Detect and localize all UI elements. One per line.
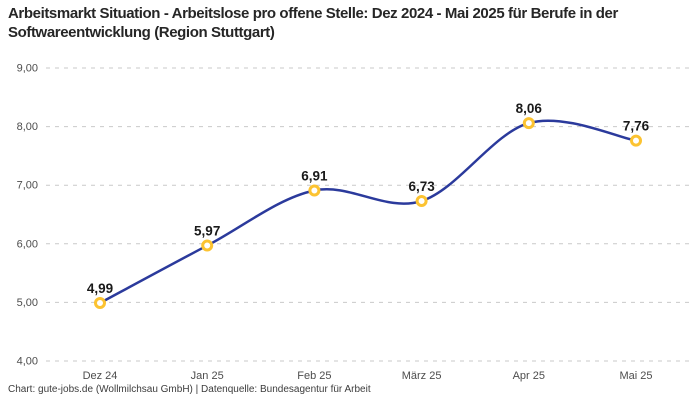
data-point-label: 6,91	[301, 168, 328, 183]
y-tick-label: 9,00	[17, 63, 38, 75]
data-point-marker	[308, 184, 321, 197]
data-point-marker	[415, 195, 428, 208]
x-tick-label: Mai 25	[619, 370, 652, 382]
data-point-marker	[522, 117, 535, 130]
x-tick-label: Dez 24	[83, 370, 118, 382]
y-tick-label: 8,00	[17, 121, 38, 133]
data-point-label: 7,76	[623, 119, 650, 134]
data-point-label: 4,99	[87, 281, 113, 296]
y-tick-label: 6,00	[17, 238, 38, 250]
x-tick-label: Jan 25	[191, 370, 224, 382]
x-tick-label: März 25	[402, 370, 442, 382]
chart-title: Arbeitsmarkt Situation - Arbeitslose pro…	[8, 5, 618, 42]
y-tick-label: 4,00	[17, 356, 38, 368]
data-point-label: 6,73	[408, 179, 435, 194]
y-tick-label: 7,00	[17, 180, 38, 192]
x-tick-label: Feb 25	[297, 370, 331, 382]
data-point-label: 8,06	[516, 101, 543, 116]
x-tick-label: Apr 25	[513, 370, 545, 382]
line-series	[99, 119, 637, 305]
y-tick-label: 5,00	[17, 297, 38, 309]
chart-credit: Chart: gute-jobs.de (Wollmilchsau GmbH) …	[8, 384, 371, 395]
data-point-marker	[94, 296, 106, 309]
data-point-marker	[201, 239, 214, 252]
data-point-marker	[630, 134, 642, 147]
data-point-label: 5,97	[194, 224, 220, 239]
